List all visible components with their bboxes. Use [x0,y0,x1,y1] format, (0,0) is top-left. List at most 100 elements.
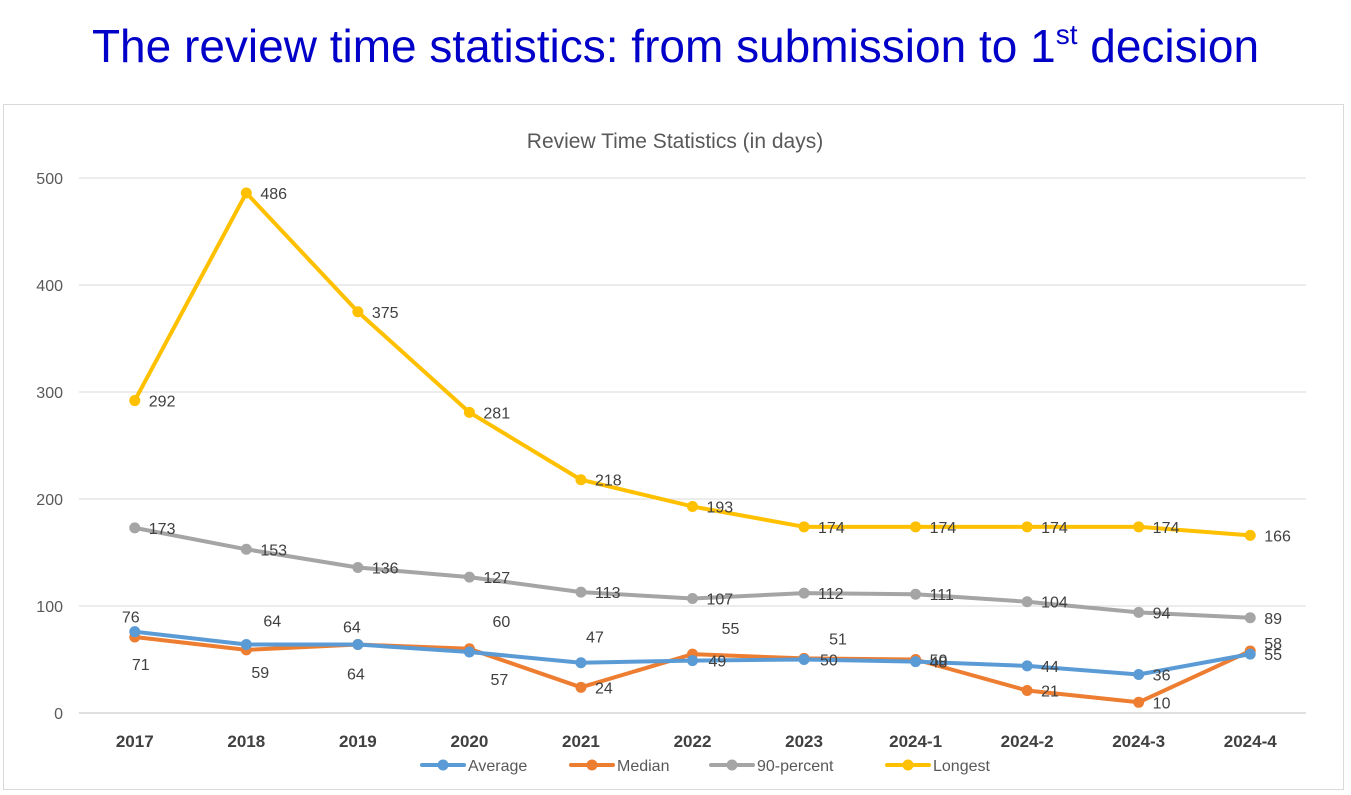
line-chart: Review Time Statistics (in days) 0 100 200… [36,130,1306,775]
data-label: 166 [1264,528,1291,545]
legend-marker-longest [902,759,914,771]
data-label: 174 [818,520,845,537]
y-tick-label: 0 [54,706,63,723]
data-label: 24 [595,680,613,697]
data-label: 218 [595,473,622,490]
data-point [910,521,922,533]
data-label: 55 [722,621,740,638]
series-group [129,187,1256,708]
data-point [352,639,364,651]
y-axis-ticks: 0 100 200 300 400 500 [36,171,63,723]
data-point [240,639,252,651]
y-tick-label: 500 [36,171,63,188]
data-label: 174 [1041,520,1068,537]
data-label: 48 [930,655,948,672]
x-tick-label: 2019 [339,732,377,751]
data-point [575,474,587,486]
x-tick-label: 2024-3 [1112,732,1165,751]
data-label: 107 [707,592,734,609]
data-label: 58 [1264,636,1282,653]
data-label: 111 [930,587,954,604]
data-label: 64 [347,667,365,684]
data-label: 44 [1041,659,1059,676]
data-label: 173 [149,521,176,538]
data-point [1244,648,1256,660]
data-point [910,656,922,668]
legend-marker-90-percent [726,759,738,771]
data-point [687,593,698,605]
legend-label-longest: Longest [933,758,990,775]
data-label: 136 [372,560,399,577]
y-tick-label: 400 [36,278,63,295]
slide-title-superscript: st [1055,19,1078,50]
x-tick-label: 2017 [116,732,154,751]
data-point [352,306,364,318]
x-tick-label: 2022 [674,732,712,751]
x-tick-label: 2024-2 [1001,732,1054,751]
data-label: 94 [1153,605,1171,622]
data-label: 50 [820,653,838,670]
data-point [1244,529,1256,541]
x-tick-label: 2024-1 [889,732,942,751]
data-label: 64 [263,614,281,631]
x-tick-label: 2018 [227,732,265,751]
slide-title-end: decision [1077,20,1260,72]
data-point [1133,521,1145,533]
data-label: 47 [586,630,604,647]
data-point [687,500,698,512]
data-label: 89 [1264,611,1282,628]
data-label: 174 [1153,520,1180,537]
legend-label-average: Average [468,758,527,775]
data-point [687,655,698,667]
data-point [575,657,587,669]
data-label: 57 [491,672,509,689]
data-label: 36 [1153,667,1171,684]
data-label: 112 [818,586,844,603]
data-label: 193 [707,499,734,516]
data-label: 486 [260,186,287,203]
data-point [240,543,252,555]
x-tick-label: 2021 [562,732,600,751]
data-point [240,187,252,199]
data-label: 174 [930,520,957,537]
data-point [1244,612,1256,624]
data-label: 51 [829,631,847,648]
data-point [129,522,141,534]
data-label: 104 [1041,595,1068,612]
data-point [129,395,141,407]
data-label: 281 [483,405,510,422]
data-label: 292 [149,394,176,411]
data-label: 76 [122,610,140,627]
y-tick-label: 100 [36,599,63,616]
data-label: 71 [132,657,150,674]
series-line-longest [132,190,1253,538]
data-point [463,646,475,658]
legend-label-median: Median [617,758,669,775]
x-tick-label: 2024-4 [1224,732,1277,751]
data-point [1021,660,1033,672]
data-point [1021,521,1033,533]
data-point [575,681,587,693]
data-label: 127 [483,570,510,587]
y-tick-label: 200 [36,492,63,509]
data-point [463,571,475,583]
gridlines [79,177,1306,714]
data-point [575,586,587,598]
data-point [1021,596,1033,608]
data-label: 375 [372,305,399,322]
data-point [798,587,810,599]
data-point [463,406,475,418]
slide-title: The review time statistics: from submiss… [0,16,1351,76]
x-tick-label: 2020 [450,732,488,751]
data-label: 64 [343,620,361,637]
slide-title-main: The review time statistics: from submiss… [91,20,1056,72]
data-point [352,561,364,573]
data-point [910,588,922,600]
data-point [798,521,810,533]
data-point [1133,606,1145,618]
data-label: 49 [709,654,727,671]
data-label: 113 [595,585,621,602]
chart-area: Review Time Statistics (in days) 0 100 200… [3,104,1344,790]
data-point [129,626,141,638]
